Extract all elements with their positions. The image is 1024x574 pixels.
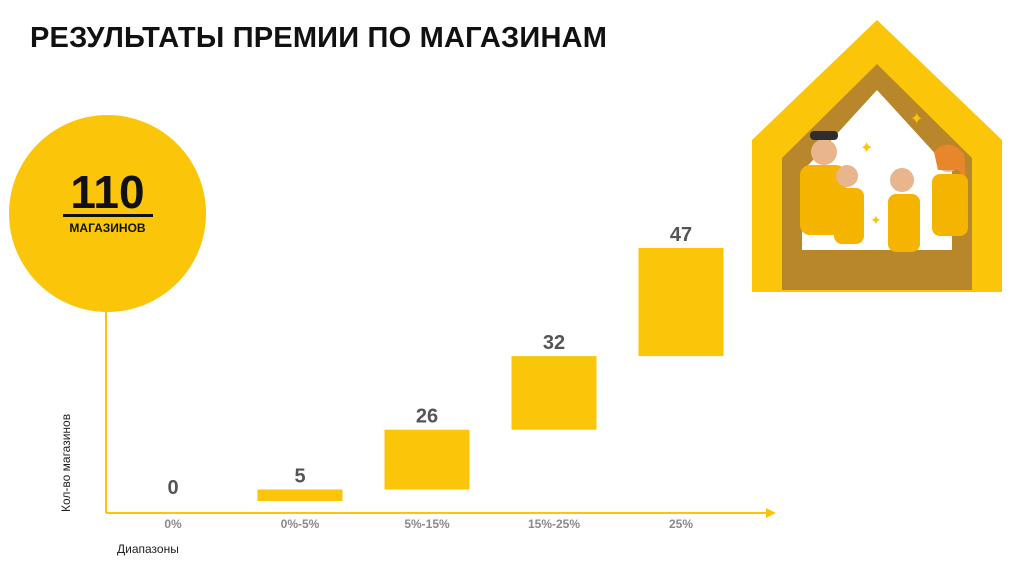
data-label: 5 <box>294 466 305 488</box>
tick-label: 15%-25% <box>528 517 580 531</box>
store-count-badge: 110 МАГАЗИНОВ <box>9 115 206 312</box>
svg-text:✦: ✦ <box>870 213 882 229</box>
bar-25% <box>638 248 724 357</box>
store-count-label: МАГАЗИНОВ <box>69 221 146 235</box>
badge-underline <box>63 214 153 217</box>
data-label: 0 <box>167 477 178 499</box>
tick-label: 5%-15% <box>404 517 450 531</box>
bar-5%-15% <box>384 429 470 490</box>
x-axis-arrow <box>766 508 776 518</box>
house-with-team-icon: ✦ ✦ ✦ <box>752 20 1002 292</box>
store-count-number: 110 <box>70 166 145 218</box>
bar-15%-25% <box>511 356 597 430</box>
svg-text:✦: ✦ <box>860 138 873 157</box>
tick-label: 25% <box>669 517 693 531</box>
data-label: 47 <box>670 224 692 246</box>
data-label: 26 <box>416 406 438 428</box>
page-title: РЕЗУЛЬТАТЫ ПРЕМИИ ПО МАГАЗИНАМ <box>30 22 608 54</box>
data-label: 32 <box>543 332 565 354</box>
tick-label: 0% <box>164 517 182 531</box>
tick-label: 0%-5% <box>281 517 320 531</box>
y-axis-arrow <box>101 290 111 300</box>
x-axis-label: Диапазоны <box>117 542 179 556</box>
bar-0%-5% <box>257 489 343 501</box>
svg-text:✦: ✦ <box>910 109 923 128</box>
